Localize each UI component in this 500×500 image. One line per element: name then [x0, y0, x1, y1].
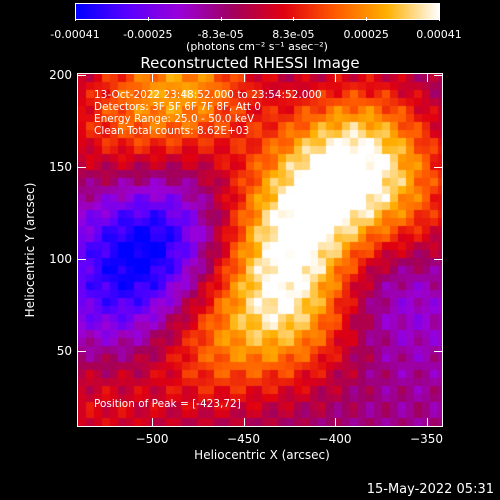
x-tick: [335, 74, 337, 82]
y-tick: [434, 167, 442, 169]
x-tick: [243, 418, 245, 426]
y-tick-label: 100: [49, 252, 72, 267]
chart-title: Reconstructed RHESSI Image: [140, 54, 360, 72]
heatmap-plot: 13-Oct-2022 23:48:52.000 to 23:54:52.000…: [77, 73, 443, 427]
colorbar: [75, 3, 440, 20]
y-tick: [434, 74, 442, 76]
annotation-energy-range: Energy Range: 25.0 - 50.0 keV: [94, 113, 255, 125]
colorbar-units: (photons cm⁻² s⁻¹ asec⁻²): [186, 40, 328, 53]
colorbar-tick: [220, 17, 222, 21]
x-tick-label: −450: [227, 432, 260, 446]
colorbar-tick: [293, 17, 295, 21]
y-tick: [78, 167, 86, 169]
y-tick: [434, 259, 442, 261]
y-tick: [78, 74, 86, 76]
annotation-peak: Position of Peak = [-423,72]: [94, 398, 241, 410]
y-tick-label: 50: [56, 344, 72, 359]
x-tick: [152, 418, 154, 426]
annotation-time-range: 13-Oct-2022 23:48:52.000 to 23:54:52.000: [94, 89, 322, 101]
x-tick: [243, 74, 245, 82]
x-tick-label: −350: [410, 432, 443, 446]
x-tick: [335, 418, 337, 426]
y-tick: [434, 351, 442, 353]
colorbar-tick-label: 0.00025: [343, 28, 389, 41]
annotation-detectors: Detectors: 3F 5F 6F 7F 8F, Att 0: [94, 101, 261, 113]
y-tick: [78, 259, 86, 261]
colorbar-tick: [147, 17, 149, 21]
colorbar-tick-label: 8.3e-05: [272, 28, 315, 41]
x-axis-label: Heliocentric X (arcsec): [194, 448, 330, 462]
colorbar-tick: [366, 17, 368, 21]
y-tick-label: 150: [49, 160, 72, 175]
heatmap-canvas: [78, 74, 442, 426]
colorbar-tick-label: 0.00041: [416, 28, 462, 41]
colorbar-tick-label: -8.3e-05: [197, 28, 244, 41]
annotation-clean: Clean Total counts: 8.62E+03: [94, 125, 250, 137]
x-tick: [426, 74, 428, 82]
x-tick-label: −400: [318, 432, 352, 446]
y-tick-label: 200: [49, 67, 72, 82]
colorbar-tick-label: -0.00025: [123, 28, 173, 41]
timestamp: 15-May-2022 05:31: [366, 482, 494, 497]
x-tick: [426, 418, 428, 426]
colorbar-tick-label: -0.00041: [50, 28, 100, 41]
y-tick: [78, 351, 86, 353]
x-tick: [152, 74, 154, 82]
x-tick-label: −500: [135, 432, 169, 446]
colorbar-tick: [439, 17, 440, 21]
y-axis-label: Heliocentric Y (arcsec): [23, 182, 37, 318]
colorbar-tick: [75, 17, 76, 21]
